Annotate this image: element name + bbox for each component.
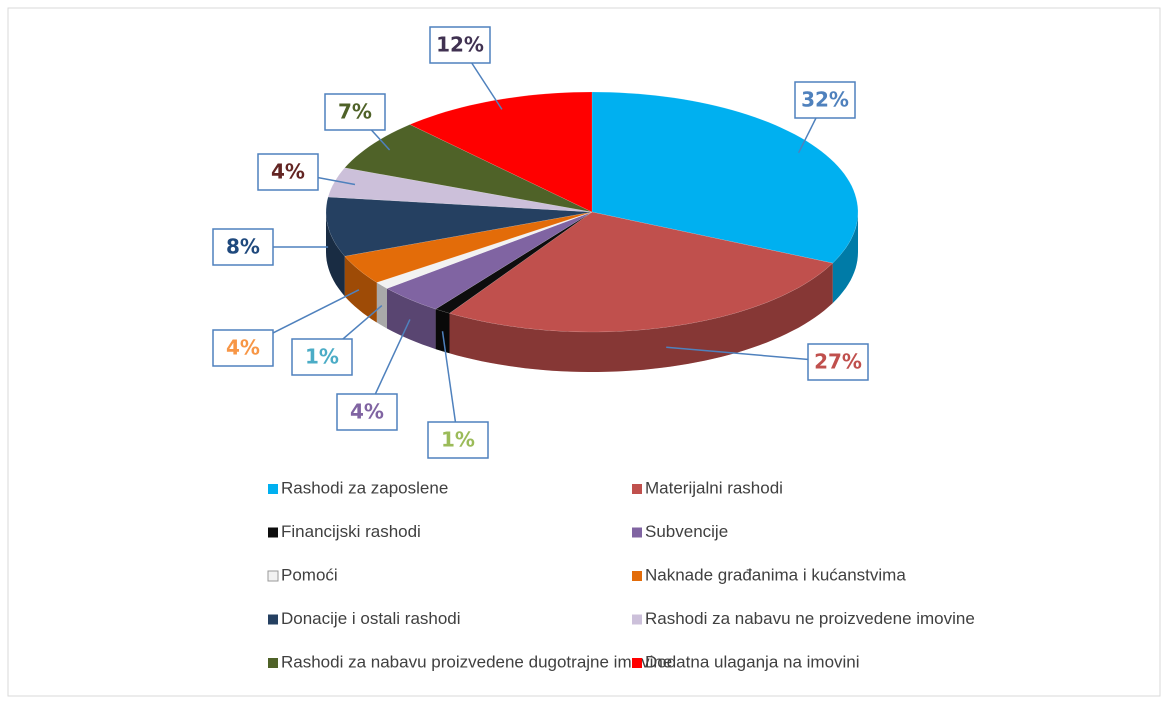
slice-side (449, 263, 833, 372)
legend-swatch (632, 571, 642, 581)
slice-side (435, 309, 450, 354)
legend-label: Rashodi za nabavu ne proizvedene imovine (645, 609, 975, 628)
data-label: 4% (350, 400, 384, 424)
legend-label: Subvencije (645, 522, 728, 541)
legend-label: Rashodi za zaposlene (281, 478, 448, 497)
legend-label: Donacije i ostali rashodi (281, 609, 461, 628)
label-box (212, 329, 274, 367)
slice-side-shade (326, 212, 345, 297)
slice-side-shade (344, 256, 377, 323)
slice (325, 196, 593, 257)
legend-swatch (632, 484, 642, 494)
slice (344, 211, 593, 283)
legend-swatch (268, 484, 278, 494)
legend-label: Financijski rashodi (281, 522, 421, 541)
legend-swatch (632, 614, 642, 625)
legend-swatch (268, 614, 278, 625)
slice (409, 91, 593, 213)
legend-label: Pomoći (281, 565, 338, 584)
data-label: 1% (441, 428, 475, 452)
slice-side (832, 212, 858, 304)
slice (344, 124, 593, 213)
data-label: 1% (305, 345, 339, 369)
data-label: 4% (226, 336, 260, 360)
slice (386, 211, 593, 310)
label-box (336, 393, 398, 431)
data-label: 8% (226, 235, 260, 259)
label-box (257, 153, 319, 191)
label-box (291, 338, 353, 376)
slice-side-shade (449, 263, 833, 372)
data-label: 12% (436, 33, 484, 57)
label-box (794, 81, 856, 119)
slice-side (344, 256, 377, 323)
slice-side-shade (435, 309, 450, 354)
slice-side (326, 212, 345, 297)
label-box (429, 26, 491, 64)
legend-swatch (268, 527, 278, 538)
slice (591, 91, 859, 264)
legend-label: Dodatna ulaganja na imovini (645, 652, 860, 671)
slice (448, 211, 834, 333)
slice-side (387, 288, 436, 350)
legend-label: Rashodi za nabavu proizvedene dugotrajne… (281, 652, 672, 671)
legend-label: Naknade građanima i kućanstvima (645, 565, 906, 584)
label-box (324, 93, 386, 131)
data-label: 32% (801, 88, 849, 112)
slice-side (376, 282, 387, 329)
legend-swatch (267, 570, 279, 582)
slice-side-shade (832, 212, 858, 304)
legend-label: Materijalni rashodi (645, 478, 783, 497)
data-label: 7% (338, 100, 372, 124)
data-label: 4% (271, 160, 305, 184)
label-box (807, 343, 869, 381)
label-box (427, 421, 489, 459)
legend-swatch (632, 527, 642, 538)
slice-side-shade (376, 282, 387, 329)
slice (327, 167, 593, 213)
data-label: 27% (814, 350, 862, 374)
legend-swatch (632, 658, 642, 668)
label-box (212, 228, 274, 266)
slice-side-shade (387, 288, 436, 350)
legend-swatch (268, 658, 278, 668)
